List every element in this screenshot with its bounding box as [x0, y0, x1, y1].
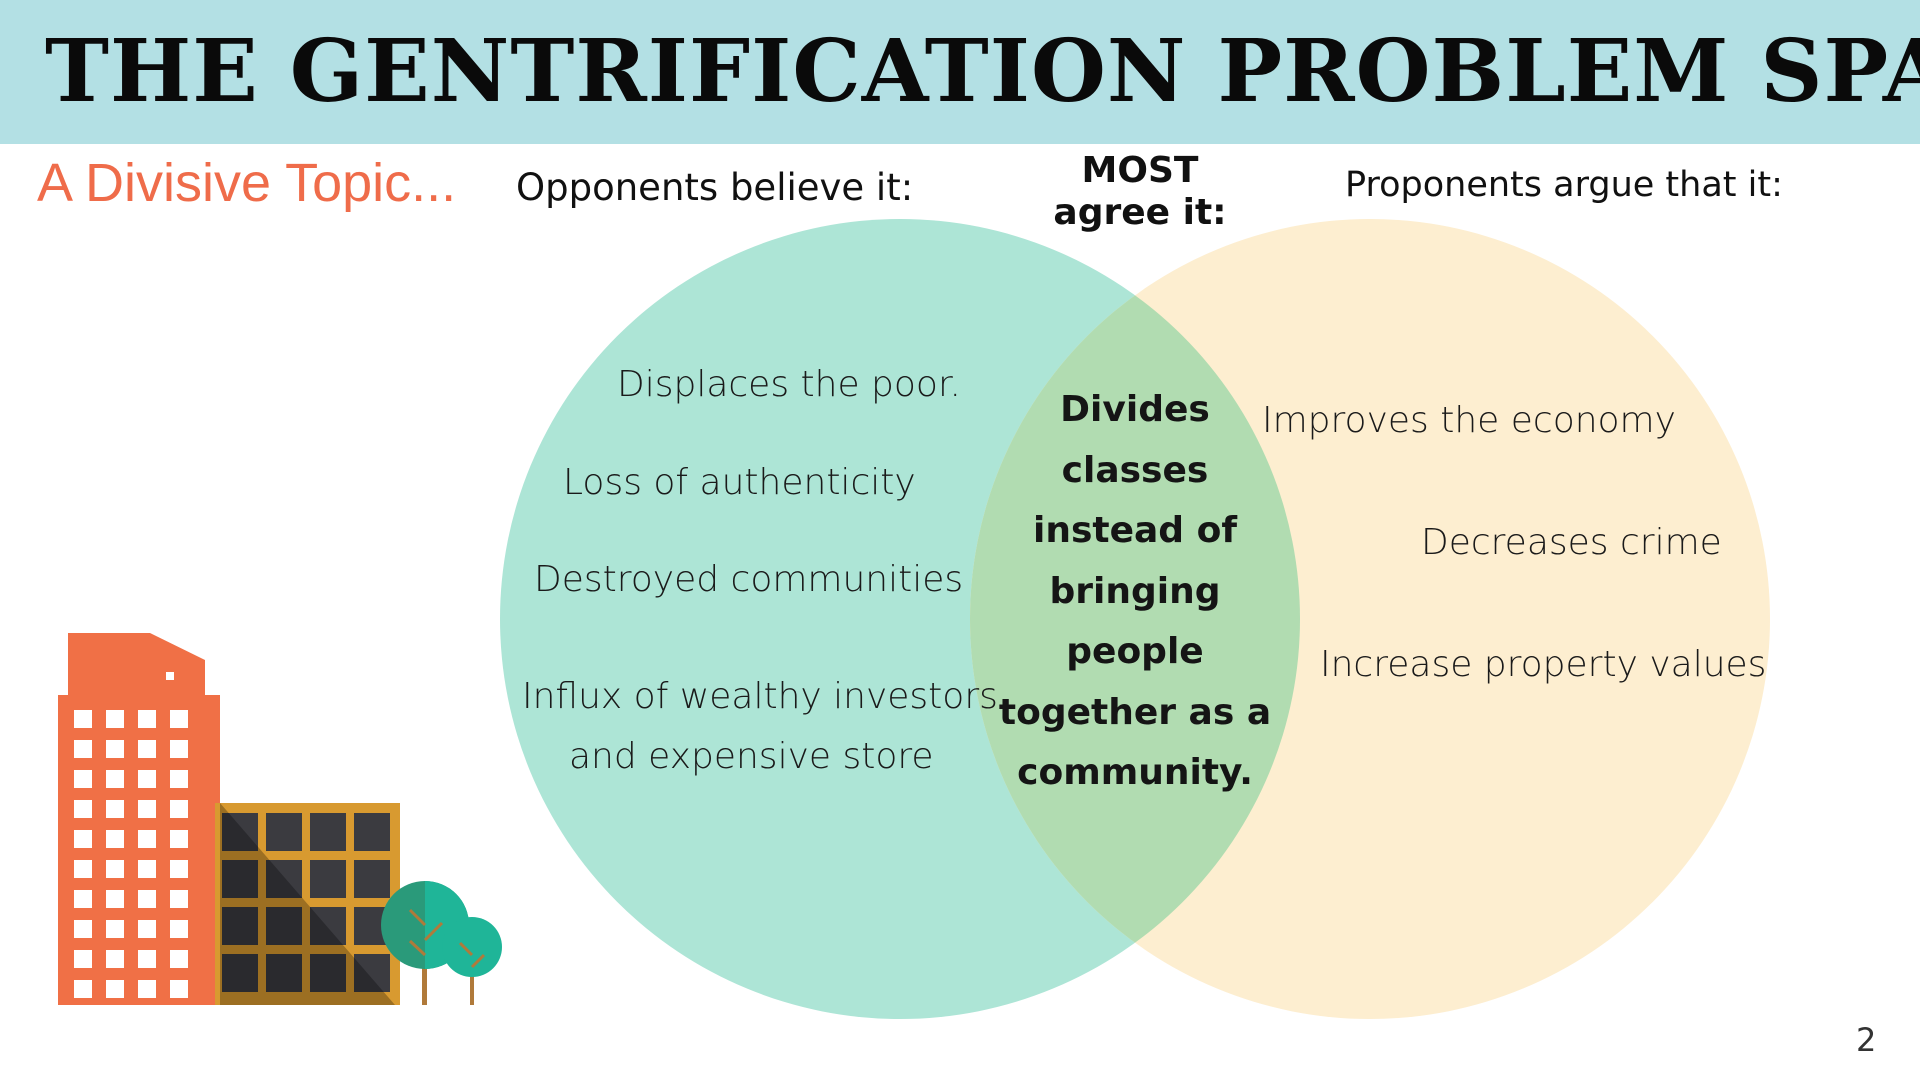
proponent-point: Increase property values — [1320, 644, 1767, 685]
tall-building-icon — [58, 633, 220, 1005]
proponents-label: Proponents argue that it: — [1345, 165, 1783, 205]
shared-point-line: instead of — [1032, 510, 1237, 551]
proponent-point: Decreases crime — [1421, 522, 1722, 563]
shared-point-line: Divides — [1060, 389, 1210, 430]
most-agree-label: MOST agree it: — [1053, 150, 1227, 233]
page-number: 2 — [1856, 1021, 1877, 1059]
venn-overlap — [970, 219, 1300, 1019]
subtitle: A Divisive Topic... — [37, 153, 457, 213]
city-buildings-illustration — [58, 633, 502, 1005]
opponent-point: Influx of wealthy investors — [522, 676, 998, 717]
low-building-icon — [215, 803, 400, 1005]
opponent-point: Destroyed communities — [534, 559, 964, 600]
shared-point-line: community. — [1017, 752, 1253, 793]
shared-point-line: together as a — [998, 691, 1272, 733]
opponent-point: Loss of authenticity — [563, 462, 916, 503]
shared-point: Divides classes instead of bringing peop… — [990, 380, 1280, 804]
small-tree-icon — [442, 917, 502, 1005]
proponent-point: Improves the economy — [1262, 400, 1676, 441]
opponents-label: Opponents believe it: — [516, 166, 914, 209]
shared-point-line: bringing — [1049, 570, 1221, 612]
page-title: THE GENTRIFICATION PROBLEM SPACE — [45, 21, 1920, 122]
shared-point-line: classes — [1061, 449, 1209, 491]
shared-point-line: people — [1066, 631, 1204, 672]
opponent-point: and expensive store — [569, 736, 934, 777]
opponent-point: Displaces the poor. — [617, 364, 961, 405]
title-bar — [0, 0, 1920, 144]
